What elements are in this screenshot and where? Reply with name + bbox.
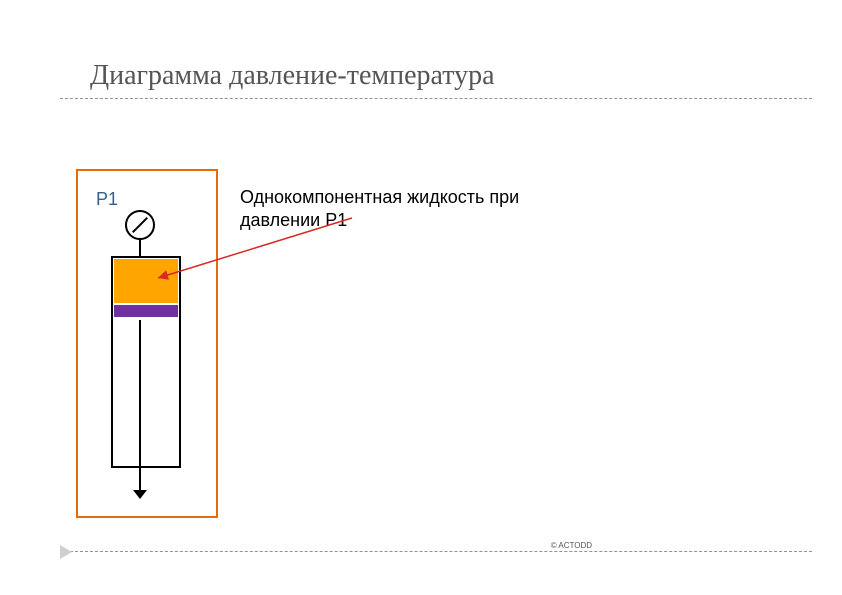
liquid-fill bbox=[114, 259, 178, 303]
callout-arrow-line bbox=[158, 218, 352, 278]
gauge-label: P1 bbox=[96, 189, 118, 209]
purple-band bbox=[114, 305, 178, 317]
diagram-canvas: P1 bbox=[0, 0, 842, 595]
pull-arrowhead-icon bbox=[133, 490, 147, 499]
